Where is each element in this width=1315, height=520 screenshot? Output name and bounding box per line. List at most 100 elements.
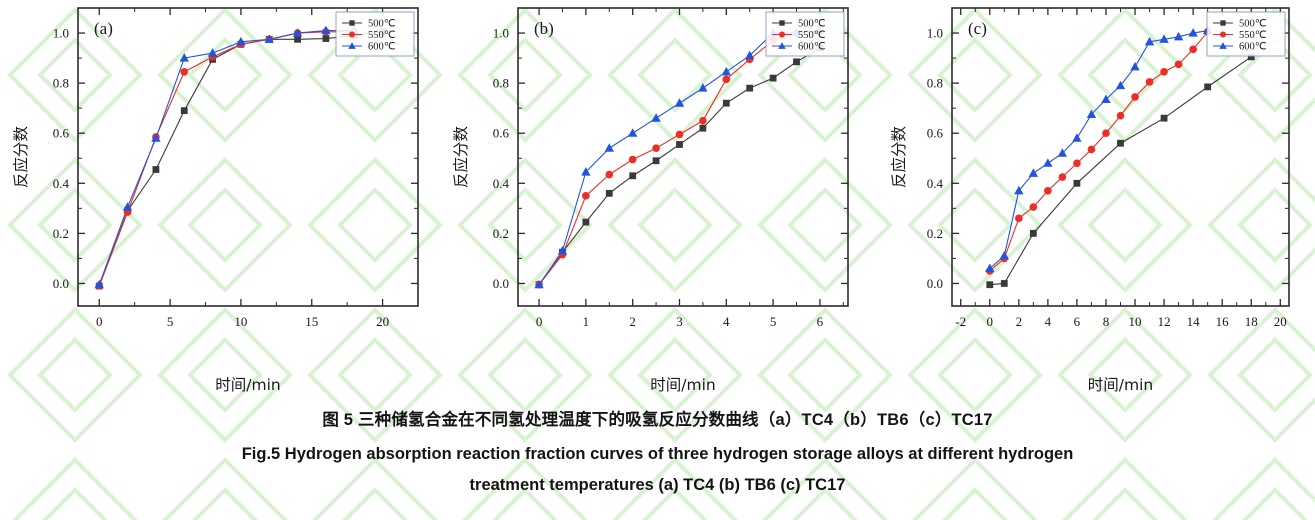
y-tick-label: 1.0 (493, 26, 509, 41)
legend-label: 600℃ (1239, 42, 1267, 53)
data-point-circle (605, 170, 614, 179)
data-point-circle (1029, 203, 1038, 211)
chart-panel-b: 0 1 2 3 4 5 6 0.0 0.2 0.4 0.6 0.8 1.0 (b) 时间/min 反应分数 50… (450, 0, 890, 398)
data-point-square (1204, 83, 1212, 91)
y-tick-label: 0.6 (927, 126, 944, 141)
data-point-circle (1102, 129, 1110, 138)
data-point-circle (1087, 145, 1096, 154)
legend-label: 600℃ (798, 42, 826, 53)
data-point-circle (1131, 93, 1139, 101)
x-axis-title: 时间/min (1088, 376, 1153, 394)
data-point-square (1220, 20, 1226, 26)
series-line-600℃ (98, 29, 355, 285)
x-tick-label: 3 (676, 314, 683, 329)
data-point-triangle (999, 250, 1009, 260)
chart-panel-c: -2 0 2 4 6 8 10 12 14 16 18 20 0.0 0.2 0.4 0.6 0.8 1.0 (c)… (890, 0, 1315, 398)
x-tick-label: 1 (583, 314, 590, 329)
y-tick-label: 0.8 (927, 76, 943, 91)
figure-panels: 0 5 10 15 20 0.0 0.2 0.4 0.6 0.8 1.0 (a) 时间/min 反应分数 5… (0, 0, 1315, 398)
y-tick-label: 1.0 (927, 26, 943, 41)
data-point-triangle (1130, 61, 1140, 71)
data-point-square (605, 189, 613, 197)
y-tick-label: 0.0 (53, 276, 69, 291)
x-tick-label: 10 (1129, 314, 1142, 329)
legend-label: 600℃ (368, 42, 396, 53)
series-line-600℃ (538, 29, 820, 286)
x-tick-label: 4 (1045, 314, 1052, 329)
x-tick-label: 0 (96, 314, 103, 329)
y-tick-label: 0.0 (927, 276, 943, 291)
caption-english-line2: treatment temperatures (a) TC4 (b) TB6 (… (469, 476, 846, 495)
data-point-circle (675, 130, 684, 139)
data-point-square (746, 84, 754, 92)
data-point-square (1160, 114, 1168, 122)
x-axis-title: 时间/min (650, 376, 715, 394)
series-line-500℃ (98, 31, 383, 287)
series-line-500℃ (989, 56, 1252, 286)
x-tick-label: 2 (629, 314, 636, 329)
x-tick-label: 5 (770, 314, 777, 329)
y-axis-title: 反应分数 (11, 126, 30, 189)
y-tick-label: 0.4 (927, 176, 944, 191)
data-point-circle (778, 31, 786, 38)
y-tick-label: 0.6 (493, 126, 510, 141)
data-point-square (699, 124, 707, 132)
data-point-circle (1073, 159, 1081, 168)
legend-label: 550℃ (1239, 30, 1267, 41)
series-line-550℃ (989, 31, 1209, 272)
x-tick-label: -2 (955, 314, 966, 329)
chart-b: 0 1 2 3 4 5 6 0.0 0.2 0.4 0.6 0.8 1.0 (b) 时间/min 反应分数 50… (451, 7, 849, 394)
series-line-500℃ (538, 47, 821, 286)
x-tick-label: 10 (234, 314, 247, 329)
series-line-550℃ (98, 31, 355, 287)
y-axis-title: 反应分数 (451, 126, 470, 189)
caption-chinese: 图 5 三种储氢合金在不同氢处理温度下的吸氢反应分数曲线（a）TC4（b）TB6… (322, 411, 993, 429)
data-point-triangle (1028, 168, 1039, 177)
x-tick-label: 16 (1216, 314, 1230, 329)
data-point-square (349, 20, 355, 26)
x-tick-label: 8 (1103, 314, 1110, 329)
data-point-circle (1174, 60, 1183, 69)
data-point-triangle (604, 143, 614, 152)
data-point-triangle (627, 128, 638, 137)
data-point-square (1073, 179, 1081, 187)
y-tick-label: 0.4 (493, 176, 510, 191)
data-point-triangle (1072, 133, 1082, 142)
chart-c: -2 0 2 4 6 8 10 12 14 16 18 20 0.0 0.2 0.4 0.6 0.8 1.0 (c)… (890, 7, 1290, 394)
legend-label: 500℃ (1239, 19, 1267, 30)
y-tick-label: 0.2 (53, 226, 69, 241)
y-tick-label: 0.8 (53, 76, 69, 91)
x-tick-label: 2 (1016, 314, 1023, 329)
data-point-circle (348, 31, 356, 38)
y-tick-label: 0.8 (493, 76, 509, 91)
series-line-550℃ (538, 31, 820, 286)
x-tick-label: 6 (817, 314, 824, 329)
data-point-square (652, 157, 660, 165)
data-point-circle (180, 68, 189, 76)
caption-english-line1: Fig.5 Hydrogen absorption reaction fract… (241, 444, 1074, 463)
x-tick-label: 18 (1245, 314, 1258, 329)
chart-panel-a: 0 5 10 15 20 0.0 0.2 0.4 0.6 0.8 1.0 (a) 时间/min 反应分数 5… (0, 0, 460, 398)
legend-label: 550℃ (798, 30, 826, 41)
x-tick-label: 15 (305, 314, 318, 329)
data-point-circle (1189, 45, 1197, 54)
data-point-circle (582, 192, 590, 200)
data-point-triangle (321, 25, 331, 35)
data-point-square (294, 35, 301, 43)
x-tick-label: 20 (1274, 314, 1287, 329)
x-tick-label: 12 (1158, 314, 1171, 329)
legend-label: 500℃ (368, 19, 396, 30)
legend-label: 500℃ (798, 19, 826, 30)
x-tick-label: 0 (536, 314, 543, 329)
y-tick-label: 0.6 (53, 126, 70, 141)
data-point-square (793, 58, 800, 66)
data-point-triangle (1043, 158, 1053, 167)
data-point-square (629, 172, 637, 180)
data-point-circle (652, 144, 660, 153)
data-point-square (986, 281, 994, 289)
y-tick-label: 0.4 (53, 176, 70, 191)
data-point-circle (1058, 173, 1067, 181)
data-point-square (582, 218, 590, 226)
